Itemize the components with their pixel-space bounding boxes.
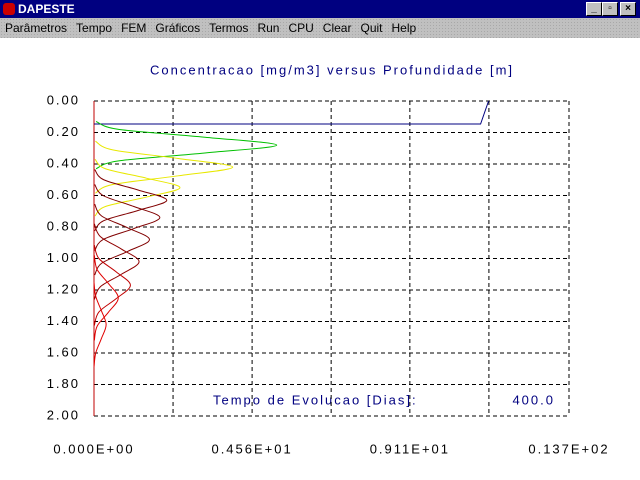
window-title: DAPESTE	[18, 2, 75, 16]
annotation: Tempo de Evolucao [Dias]:	[213, 392, 418, 407]
y-tick-label: 1.20	[47, 281, 80, 296]
title-bar: DAPESTE _ ▫ ×	[0, 0, 640, 18]
y-tick-label: 0.40	[47, 155, 80, 170]
chart-title: Concentracao [mg/m3] versus Profundidade…	[150, 62, 514, 77]
menu-item[interactable]: Run	[257, 21, 280, 35]
profile-line	[93, 223, 140, 300]
profile-line	[93, 244, 131, 326]
profile-line	[95, 121, 278, 170]
profile-line	[94, 158, 181, 217]
y-tick-label: 1.80	[47, 376, 80, 391]
menu-item[interactable]: Tempo	[76, 21, 113, 35]
close-button[interactable]: ×	[620, 2, 636, 16]
x-tick-label: 0.000E+00	[53, 441, 134, 456]
minimize-button[interactable]: _	[586, 2, 602, 16]
y-tick-label: 1.40	[47, 313, 80, 328]
y-tick-label: 0.60	[47, 187, 80, 202]
menu-item[interactable]: Parâmetros	[5, 21, 68, 35]
profile-line	[94, 184, 161, 251]
profile-line	[94, 100, 490, 125]
maximize-button[interactable]: ▫	[602, 2, 618, 16]
menu-item[interactable]: CPU	[288, 21, 314, 35]
profile-line	[95, 140, 234, 194]
x-tick-label: 0.911E+01	[370, 441, 450, 456]
menu-item[interactable]: Clear	[322, 21, 352, 35]
menu-bar: Parâmetros Tempo FEM Gráficos Termos Run CPU Cl…	[0, 18, 640, 38]
y-tick-label: 0.20	[47, 124, 80, 139]
menu-item[interactable]: Gráficos	[155, 21, 201, 35]
menu-item[interactable]: FEM	[121, 21, 147, 35]
x-tick-label: 0.456E+01	[211, 441, 292, 456]
y-tick-label: 1.00	[47, 250, 80, 265]
annotation-value: 400.0	[512, 392, 555, 407]
menu-item[interactable]: Help	[391, 21, 417, 35]
menu-item[interactable]: Quit	[360, 21, 383, 35]
profile-line	[93, 255, 119, 341]
menu-item[interactable]: Termos	[209, 21, 249, 35]
app-icon	[3, 3, 15, 15]
y-tick-label: 0.80	[47, 218, 80, 233]
y-tick-label: 2.00	[47, 407, 80, 422]
profile-line	[93, 282, 107, 368]
profile-line	[94, 169, 168, 232]
x-tick-label: 0.137E+02	[528, 441, 609, 456]
profile-line	[94, 203, 150, 276]
y-tick-label: 0.00	[47, 92, 80, 107]
y-tick-label: 1.60	[47, 344, 80, 359]
